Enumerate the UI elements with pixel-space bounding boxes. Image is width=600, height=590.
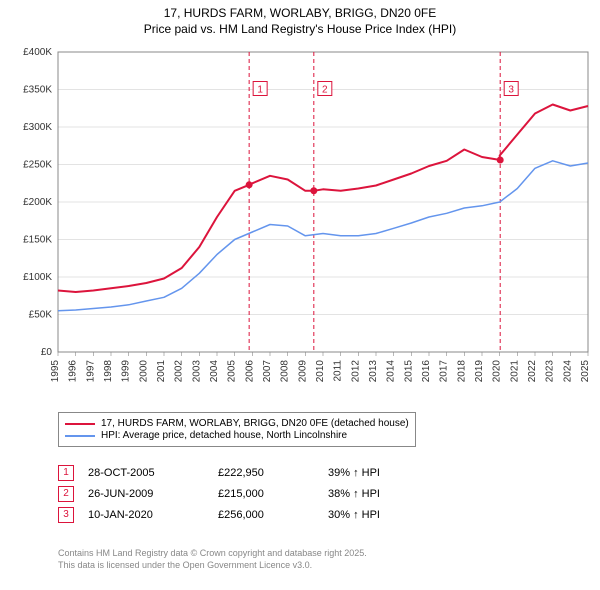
svg-text:2025: 2025 xyxy=(580,360,591,383)
svg-text:1995: 1995 xyxy=(50,360,61,383)
chart: £0 £50K £100K £150K £200K £250K £300K £350K £400… xyxy=(8,42,592,402)
marker-price: £256,000 xyxy=(218,509,328,521)
svg-text:2001: 2001 xyxy=(156,360,167,383)
svg-text:1999: 1999 xyxy=(121,360,132,383)
svg-text:2010: 2010 xyxy=(315,360,326,383)
svg-text:2018: 2018 xyxy=(456,360,467,383)
footer: Contains HM Land Registry data © Crown c… xyxy=(58,548,367,571)
svg-text:2022: 2022 xyxy=(527,360,538,383)
svg-text:2003: 2003 xyxy=(191,360,202,383)
marker-row: 1 28-OCT-2005 £222,950 39% ↑ HPI xyxy=(58,465,428,481)
svg-text:£400K: £400K xyxy=(23,47,52,58)
marker-date: 28-OCT-2005 xyxy=(88,467,218,479)
svg-text:£300K: £300K xyxy=(23,122,52,133)
svg-text:2009: 2009 xyxy=(297,360,308,383)
svg-text:£200K: £200K xyxy=(23,197,52,208)
legend-swatch-hpi xyxy=(65,435,95,437)
marker-price: £222,950 xyxy=(218,467,328,479)
title-block: 17, HURDS FARM, WORLABY, BRIGG, DN20 0FE… xyxy=(0,0,600,37)
footer-line1: Contains HM Land Registry data © Crown c… xyxy=(58,548,367,560)
marker-hpi: 30% ↑ HPI xyxy=(328,509,428,521)
svg-text:£150K: £150K xyxy=(23,235,52,246)
marker-date: 10-JAN-2020 xyxy=(88,509,218,521)
svg-text:£0: £0 xyxy=(41,347,53,358)
svg-text:2014: 2014 xyxy=(386,360,397,383)
svg-text:2019: 2019 xyxy=(474,360,485,383)
marker-number-box: 1 xyxy=(58,465,74,481)
legend-label: HPI: Average price, detached house, Nort… xyxy=(101,430,347,441)
legend-row: 17, HURDS FARM, WORLABY, BRIGG, DN20 0FE… xyxy=(65,418,409,429)
legend: 17, HURDS FARM, WORLABY, BRIGG, DN20 0FE… xyxy=(58,412,416,447)
svg-text:2011: 2011 xyxy=(333,360,344,382)
svg-text:3: 3 xyxy=(508,85,514,96)
svg-text:2017: 2017 xyxy=(439,360,450,383)
svg-text:2016: 2016 xyxy=(421,360,432,383)
marker-hpi: 38% ↑ HPI xyxy=(328,488,428,500)
svg-text:2021: 2021 xyxy=(509,360,520,383)
svg-text:2023: 2023 xyxy=(545,360,556,383)
title-line2: Price paid vs. HM Land Registry's House … xyxy=(0,22,600,38)
marker-row: 2 26-JUN-2009 £215,000 38% ↑ HPI xyxy=(58,486,428,502)
svg-text:2015: 2015 xyxy=(403,360,414,383)
svg-text:2008: 2008 xyxy=(280,360,291,383)
marker-number-box: 2 xyxy=(58,486,74,502)
svg-text:2013: 2013 xyxy=(368,360,379,383)
svg-text:£50K: £50K xyxy=(29,310,53,321)
marker-hpi: 39% ↑ HPI xyxy=(328,467,428,479)
svg-text:2: 2 xyxy=(322,85,328,96)
legend-label: 17, HURDS FARM, WORLABY, BRIGG, DN20 0FE… xyxy=(101,418,409,429)
marker-number-box: 3 xyxy=(58,507,74,523)
svg-text:1998: 1998 xyxy=(103,360,114,383)
svg-text:2020: 2020 xyxy=(492,360,503,383)
svg-text:2002: 2002 xyxy=(174,360,185,383)
svg-text:£350K: £350K xyxy=(23,85,52,96)
svg-text:2004: 2004 xyxy=(209,360,220,383)
chart-container: 17, HURDS FARM, WORLABY, BRIGG, DN20 0FE… xyxy=(0,0,600,590)
marker-table: 1 28-OCT-2005 £222,950 39% ↑ HPI 2 26-JU… xyxy=(58,460,428,528)
svg-text:2024: 2024 xyxy=(562,360,573,383)
svg-text:2000: 2000 xyxy=(138,360,149,383)
marker-price: £215,000 xyxy=(218,488,328,500)
marker-date: 26-JUN-2009 xyxy=(88,488,218,500)
legend-swatch-property xyxy=(65,423,95,425)
svg-text:£250K: £250K xyxy=(23,160,52,171)
footer-line2: This data is licensed under the Open Gov… xyxy=(58,560,367,572)
svg-text:1: 1 xyxy=(257,85,263,96)
svg-text:1996: 1996 xyxy=(68,360,79,383)
svg-text:2005: 2005 xyxy=(227,360,238,383)
svg-text:2007: 2007 xyxy=(262,360,273,383)
marker-row: 3 10-JAN-2020 £256,000 30% ↑ HPI xyxy=(58,507,428,523)
svg-text:2006: 2006 xyxy=(244,360,255,383)
legend-row: HPI: Average price, detached house, Nort… xyxy=(65,430,409,441)
svg-text:2012: 2012 xyxy=(350,360,361,383)
svg-text:£100K: £100K xyxy=(23,272,52,283)
title-line1: 17, HURDS FARM, WORLABY, BRIGG, DN20 0FE xyxy=(0,6,600,22)
svg-text:1997: 1997 xyxy=(85,360,96,383)
